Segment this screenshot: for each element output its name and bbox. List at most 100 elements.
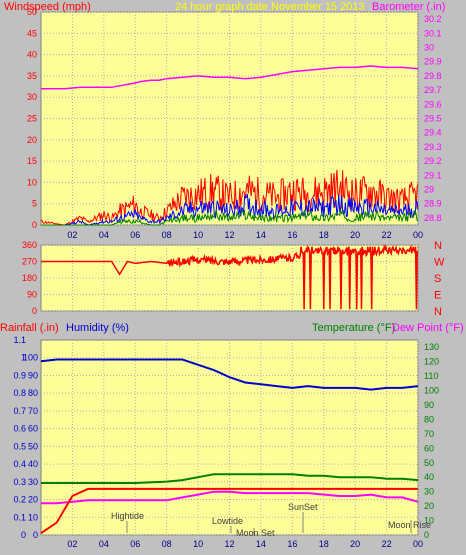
humidity-y-tick-label: 20: [28, 495, 38, 505]
wind-y-tick-label: 40: [27, 50, 37, 60]
rainfall-y-tick-label: 1.1: [13, 335, 26, 345]
humidity-y-tick-label: 80: [28, 388, 38, 398]
rainfall-y-tick-label: 0.4: [13, 459, 26, 469]
x-tick-label-top: 16: [287, 230, 297, 240]
humidity-y-tick-label: 50: [28, 441, 38, 451]
x-tick-label-top: 18: [319, 230, 329, 240]
wind-y-tick-label: 0: [32, 220, 37, 230]
temperature-y-tick-label: 20: [424, 501, 434, 511]
lowtide-label: Lowtide: [212, 516, 243, 526]
barometer-series-line: [41, 65, 419, 90]
compass-label: W: [434, 257, 445, 269]
humidity-series-line: [40, 358, 419, 391]
humidity-y-tick-label: 0: [33, 530, 38, 540]
humidity-y-tick-label: 70: [28, 406, 38, 416]
x-tick-label-top: 00: [413, 230, 423, 240]
x-tick-label-bottom: 12: [224, 539, 234, 549]
wind-y-tick-label: 20: [27, 135, 37, 145]
barometer-y-tick-label: 30: [424, 43, 434, 53]
direction-y-tick-label: 180: [22, 273, 37, 283]
hightide-label: Hightide: [111, 511, 144, 521]
barometer-y-tick-label: 29.2: [424, 156, 442, 166]
wind-y-tick-label: 30: [27, 92, 37, 102]
barometer-y-tick-label: 29.6: [424, 99, 442, 109]
moonrise-label: Moon Rise: [388, 520, 431, 530]
barometer-y-tick-label: 29: [424, 185, 434, 195]
temperature-y-tick-label: 60: [424, 443, 434, 453]
humidity-y-tick-label: 30: [28, 477, 38, 487]
humidity-y-tick-label: 90: [28, 370, 38, 380]
rainfall-y-tick-label: 0.9: [13, 370, 26, 380]
rainfall-y-tick-label: 0.2: [13, 495, 26, 505]
compass-label: N: [434, 240, 442, 252]
temperature-y-tick-label: 30: [424, 487, 434, 497]
barometer-y-tick-label: 29.4: [424, 128, 442, 138]
humidity-y-tick-label: 10: [28, 512, 38, 522]
x-tick-label-top: 22: [382, 230, 392, 240]
direction-y-tick-label: 0: [32, 306, 37, 316]
x-tick-label-top: 10: [193, 230, 203, 240]
wind-y-tick-label: 15: [27, 156, 37, 166]
temperature-y-tick-label: 70: [424, 429, 434, 439]
direction-y-tick-label: 360: [22, 240, 37, 250]
humidity-y-tick-label: 40: [28, 459, 38, 469]
x-tick-label-top: 08: [162, 230, 172, 240]
rainfall-y-tick-label: 0.7: [13, 406, 26, 416]
wind-y-tick-label: 45: [27, 28, 37, 38]
temperature-y-tick-label: 100: [424, 386, 439, 396]
x-tick-label-bottom: 22: [382, 539, 392, 549]
x-tick-label-bottom: 06: [130, 539, 140, 549]
dew-point-series-line: [41, 490, 419, 505]
direction-y-tick-label: 90: [27, 290, 37, 300]
x-tick-label-top: 06: [130, 230, 140, 240]
x-tick-label-top: 04: [99, 230, 109, 240]
sunset-label: SunSet: [288, 502, 318, 512]
x-tick-label-bottom: 14: [256, 539, 266, 549]
barometer-y-tick-label: 29.5: [424, 114, 442, 124]
rainfall-y-tick-label: 0.1: [13, 512, 26, 522]
wind-series-line-2: [41, 193, 419, 226]
temperature-series-line: [41, 473, 419, 484]
x-tick-label-bottom: 10: [193, 539, 203, 549]
temperature-y-tick-label: 130: [424, 342, 439, 352]
temperature-y-tick-label: 40: [424, 472, 434, 482]
barometer-axis-label: Barometer (.in): [372, 1, 445, 13]
temperature-y-tick-label: 110: [424, 371, 438, 381]
x-tick-label-bottom: 18: [319, 539, 329, 549]
rainfall-y-tick-label: 0.5: [13, 441, 26, 451]
rainfall-series-line: [40, 487, 418, 535]
x-tick-label-bottom: 16: [287, 539, 297, 549]
barometer-y-tick-label: 29.1: [424, 170, 442, 180]
humidity-y-tick-label: 60: [28, 424, 38, 434]
x-tick-label-bottom: 04: [99, 539, 109, 549]
x-tick-label-bottom: 08: [162, 539, 172, 549]
temperature-y-tick-label: 0: [424, 530, 429, 540]
rainfall-y-tick-label: 0: [21, 530, 26, 540]
barometer-y-tick-label: 29.3: [424, 142, 442, 152]
wind-series-line-1: [40, 169, 419, 226]
moonset-label: Moon Set: [236, 528, 275, 538]
x-tick-label-bottom: 00: [413, 539, 423, 549]
compass-label: N: [434, 306, 442, 318]
barometer-y-tick-label: 28.9: [424, 199, 442, 209]
x-tick-label-bottom: 02: [67, 539, 77, 549]
rainfall-axis-label: Rainfall (.in): [0, 322, 59, 334]
temperature-y-tick-label: 120: [424, 357, 439, 367]
compass-label: S: [434, 273, 441, 285]
wind-series-line-3: [41, 208, 419, 226]
wind-y-tick-label: 25: [27, 114, 37, 124]
barometer-y-tick-label: 29.9: [424, 57, 442, 67]
humidity-y-tick-label: 100: [23, 353, 38, 363]
rainfall-y-tick-label: 0.3: [13, 477, 26, 487]
barometer-y-tick-label: 29.7: [424, 85, 442, 95]
temperature-y-tick-label: 80: [424, 414, 434, 424]
wind-y-tick-label: 10: [27, 177, 37, 187]
rainfall-y-tick-label: 1: [21, 353, 26, 363]
wind-y-tick-label: 50: [27, 7, 37, 17]
x-tick-label-top: 02: [67, 230, 77, 240]
direction-y-tick-label: 270: [22, 257, 37, 267]
temperature-y-tick-label: 50: [424, 458, 434, 468]
windspeed-axis-label: Windspeed (mph): [4, 1, 91, 13]
barometer-y-tick-label: 29.8: [424, 71, 442, 81]
